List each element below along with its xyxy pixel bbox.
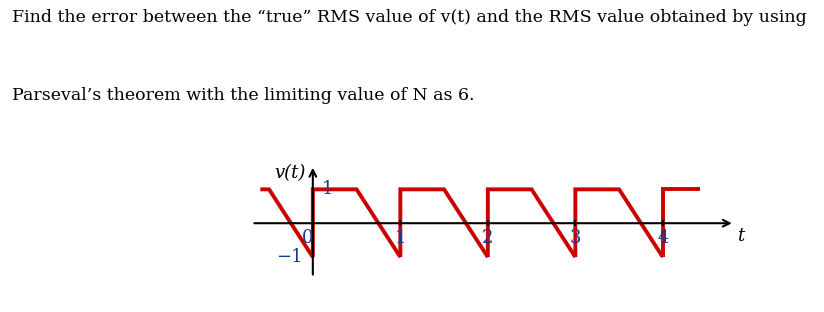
Text: 1: 1: [321, 180, 333, 198]
Text: v(t): v(t): [274, 164, 306, 182]
Text: 0: 0: [302, 229, 313, 247]
Text: 2: 2: [482, 229, 494, 247]
Text: Find the error between the “true” RMS value of v(t) and the RMS value obtained b: Find the error between the “true” RMS va…: [12, 9, 808, 26]
Text: −1: −1: [276, 248, 302, 266]
Text: 4: 4: [658, 229, 668, 247]
Text: t: t: [737, 227, 744, 245]
Text: Parseval’s theorem with the limiting value of N as 6.: Parseval’s theorem with the limiting val…: [12, 87, 475, 104]
Text: 3: 3: [569, 229, 581, 247]
Text: 1: 1: [395, 229, 406, 247]
